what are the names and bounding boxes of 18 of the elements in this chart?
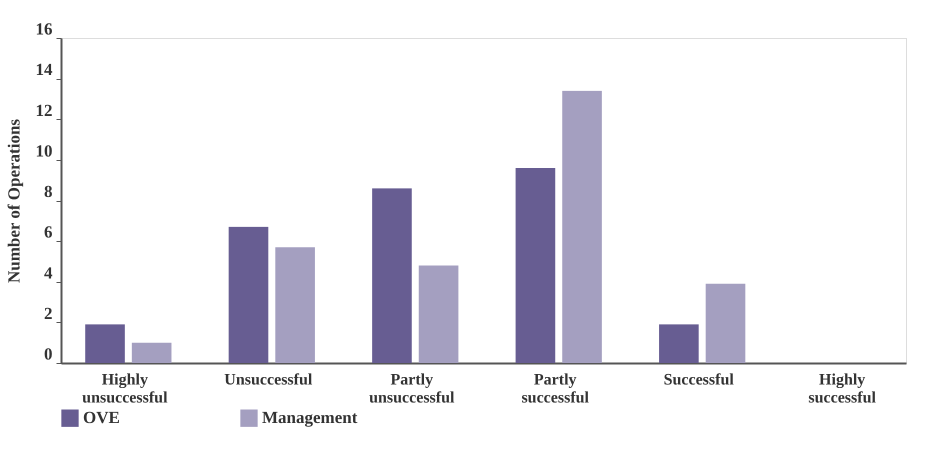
y-tick-label: 8 <box>44 182 52 201</box>
x-tick-label: Successful <box>664 372 734 388</box>
y-axis-title: Number of Operations <box>4 118 24 284</box>
y-tick-label: 0 <box>44 344 52 364</box>
y-tick-label: 2 <box>44 304 52 323</box>
legend-label: Management <box>262 408 358 428</box>
x-tick-label: Unsuccessful <box>224 372 313 388</box>
legend-label: OVE <box>83 408 120 428</box>
x-tick-label: Highly successful <box>808 372 876 406</box>
y-tick-label: 6 <box>44 222 52 242</box>
y-tick-label: 14 <box>36 60 53 80</box>
x-tick-label: Partly successful <box>521 372 590 406</box>
y-tick-label: 12 <box>36 100 52 120</box>
y-tick-label: 4 <box>44 263 53 282</box>
y-tick-label: 10 <box>36 141 52 160</box>
x-tick-label: Highly unsuccessful <box>82 372 168 406</box>
x-tick-label: Partly unsuccessful <box>369 372 455 406</box>
y-tick-label: 16 <box>36 20 52 38</box>
